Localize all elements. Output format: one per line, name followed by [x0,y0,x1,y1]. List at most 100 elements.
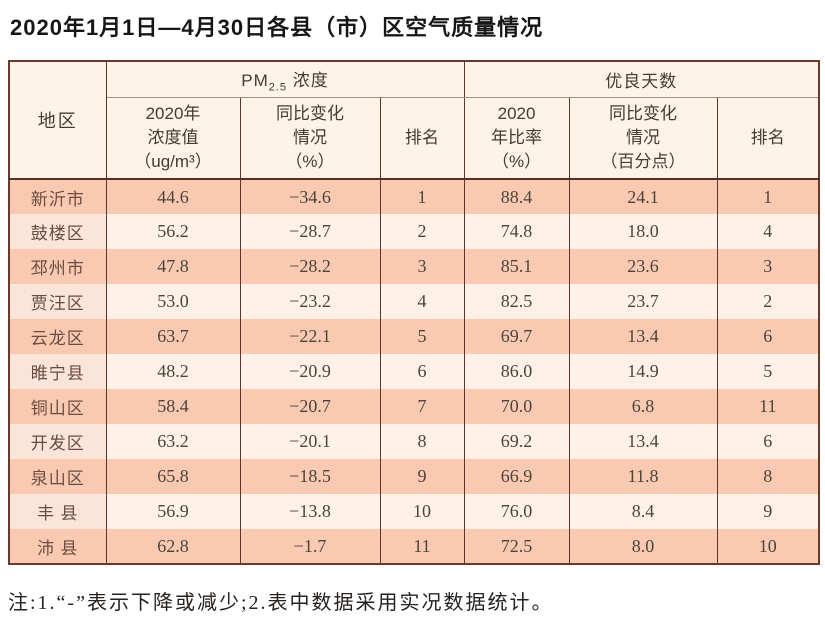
pm-value-cell: 53.0 [105,284,241,319]
pm-rank-cell: 4 [379,284,465,319]
good-change-cell: 13.4 [568,424,718,459]
header-row-groups: 地区 PM2.5 浓度 优良天数 [8,61,820,180]
column-header-pm-rank: 排名 [379,97,465,180]
pm-change-cell: −28.7 [239,214,381,249]
pm25-label-subscript: 2.5 [268,80,288,93]
pm-rank-cell: 2 [379,214,465,249]
region-cell: 睢宁县 [8,354,107,389]
table-row: 睢宁县 48.2 −20.9 6 86.0 14.9 5 [8,354,820,389]
pm-rank-cell: 6 [379,354,465,389]
region-cell: 开发区 [8,424,107,459]
region-cell: 丰 县 [8,494,107,529]
region-cell: 云龙区 [8,319,107,354]
pm-rank-cell: 3 [379,249,465,284]
good-rank-cell: 5 [716,354,820,389]
pm-value-cell: 47.8 [105,249,241,284]
pm25-label-prefix: PM [241,70,269,90]
pm-rank-cell: 10 [379,494,465,529]
pm-rank-cell: 9 [379,459,465,494]
region-cell: 贾汪区 [8,284,107,319]
good-rank-cell: 10 [716,529,820,564]
group-header-good-days: 优良天数 [463,61,820,98]
pm-value-cell: 62.8 [105,529,241,564]
pm-change-cell: −13.8 [239,494,381,529]
table-row: 贾汪区 53.0 −23.2 4 82.5 23.7 2 [8,284,820,319]
good-change-cell: 14.9 [568,354,718,389]
good-change-cell: 11.8 [568,459,718,494]
column-header-pm-change: 同比变化 情况 （%） [239,97,381,180]
pm-value-cell: 63.7 [105,319,241,354]
pm-change-cell: −20.9 [239,354,381,389]
good-change-cell: 13.4 [568,319,718,354]
pm-value-cell: 56.2 [105,214,241,249]
pm-change-cell: −28.2 [239,249,381,284]
footnote: 注:1.“-”表示下降或减少;2.表中数据采用实况数据统计。 [8,592,554,614]
good-ratio-cell: 69.2 [463,424,570,459]
good-rank-cell: 2 [716,284,820,319]
region-cell: 铜山区 [8,389,107,424]
pm-value-cell: 58.4 [105,389,241,424]
pm-value-cell: 63.2 [105,424,241,459]
page-title: 2020年1月1日—4月30日各县（市）区空气质量情况 [10,15,544,40]
region-cell: 新沂市 [8,179,107,214]
table-row: 泉山区 65.8 −18.5 9 66.9 11.8 8 [8,459,820,494]
good-rank-cell: 11 [716,389,820,424]
pm-rank-cell: 8 [379,424,465,459]
pm-rank-cell: 1 [379,179,465,214]
good-change-cell: 8.4 [568,494,718,529]
good-ratio-cell: 72.5 [463,529,570,564]
pm-change-cell: −1.7 [239,529,381,564]
good-ratio-cell: 82.5 [463,284,570,319]
pm-rank-cell: 5 [379,319,465,354]
good-ratio-cell: 86.0 [463,354,570,389]
pm-value-cell: 44.6 [105,179,241,214]
pm-change-cell: −20.1 [239,424,381,459]
region-cell: 沛 县 [8,529,107,564]
good-rank-cell: 1 [716,179,820,214]
good-change-cell: 23.6 [568,249,718,284]
pm-change-cell: −34.6 [239,179,381,214]
table-row: 邳州市 47.8 −28.2 3 85.1 23.6 3 [8,249,820,284]
pm25-label-suffix: 浓度 [287,70,329,90]
table-row: 云龙区 63.7 −22.1 5 69.7 13.4 6 [8,319,820,354]
table-row: 鼓楼区 56.2 −28.7 2 74.8 18.0 4 [8,214,820,249]
good-rank-cell: 6 [716,424,820,459]
pm-value-cell: 48.2 [105,354,241,389]
good-rank-cell: 9 [716,494,820,529]
region-cell: 鼓楼区 [8,214,107,249]
good-change-cell: 8.0 [568,529,718,564]
table-row: 沛 县 62.8 −1.7 11 72.5 8.0 10 [8,529,820,564]
column-header-good-rank: 排名 [716,97,820,180]
region-cell: 邳州市 [8,249,107,284]
column-header-region: 地区 [8,61,107,180]
pm-value-cell: 56.9 [105,494,241,529]
good-ratio-cell: 88.4 [463,179,570,214]
good-change-cell: 6.8 [568,389,718,424]
pm-change-cell: −23.2 [239,284,381,319]
column-header-good-change: 同比变化 情况 （百分点） [568,97,718,180]
pm-change-cell: −18.5 [239,459,381,494]
header-row-sub: 2020年 浓度值 （ug/m³） 同比变化 情况 （%） 排名 2020 年比… [9,97,820,180]
good-rank-cell: 3 [716,249,820,284]
table-row: 铜山区 58.4 −20.7 7 70.0 6.8 11 [8,389,820,424]
good-ratio-cell: 76.0 [463,494,570,529]
table-body: 新沂市 44.6 −34.6 1 88.4 24.1 1 鼓楼区 56.2 −2… [8,179,820,564]
pm-change-cell: −20.7 [239,389,381,424]
good-rank-cell: 8 [716,459,820,494]
air-quality-table: 地区 PM2.5 浓度 优良天数 2020年 浓度值 （ug/m³） 同比变化 … [8,60,821,565]
good-ratio-cell: 74.8 [463,214,570,249]
good-ratio-cell: 85.1 [463,249,570,284]
good-ratio-cell: 69.7 [463,319,570,354]
good-ratio-cell: 66.9 [463,459,570,494]
good-change-cell: 23.7 [568,284,718,319]
good-change-cell: 24.1 [568,179,718,214]
good-rank-cell: 4 [716,214,820,249]
pm-rank-cell: 11 [379,529,465,564]
good-ratio-cell: 70.0 [463,389,570,424]
table-row: 新沂市 44.6 −34.6 1 88.4 24.1 1 [8,179,820,214]
column-header-good-ratio: 2020 年比率 （%） [463,97,570,180]
region-cell: 泉山区 [8,459,107,494]
pm-rank-cell: 7 [379,389,465,424]
pm-change-cell: −22.1 [239,319,381,354]
column-header-pm-value: 2020年 浓度值 （ug/m³） [105,97,241,180]
